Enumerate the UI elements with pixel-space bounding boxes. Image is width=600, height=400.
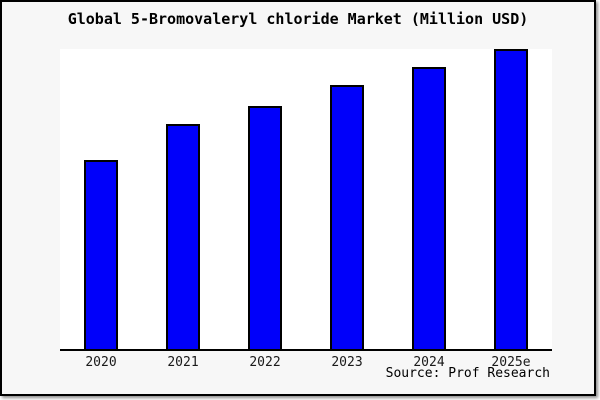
bar-slot-2024 <box>388 49 470 349</box>
bar-group <box>60 49 552 349</box>
bar-slot-2021 <box>142 49 224 349</box>
x-label-2024: 2024 <box>413 355 445 370</box>
x-label-2023: 2023 <box>331 355 363 370</box>
plot-area <box>60 49 552 351</box>
bar-slot-2022 <box>224 49 306 349</box>
x-label-2022: 2022 <box>249 355 281 370</box>
source-note: Source: Prof Research <box>385 366 550 381</box>
bar-2021 <box>166 124 200 349</box>
x-label-2020: 2020 <box>85 355 117 370</box>
bar-2022 <box>248 106 282 349</box>
bar-2020 <box>84 160 118 349</box>
bar-slot-2020 <box>60 49 142 349</box>
bar-2025e <box>494 49 528 349</box>
bar-2024 <box>412 67 446 349</box>
bar-slot-2025e <box>470 49 552 349</box>
x-label-2025e: 2025e <box>491 355 531 370</box>
bar-2023 <box>330 85 364 349</box>
bar-slot-2023 <box>306 49 388 349</box>
chart-title: Global 5-Bromovaleryl chloride Market (M… <box>67 10 529 28</box>
x-axis-labels: 2020 2021 2022 2023 2024 2025e <box>60 356 552 369</box>
x-label-2021: 2021 <box>167 355 199 370</box>
